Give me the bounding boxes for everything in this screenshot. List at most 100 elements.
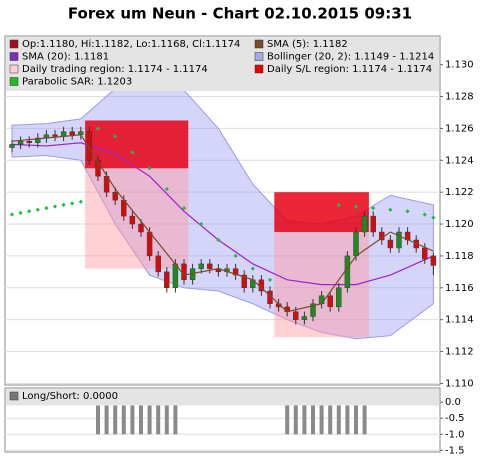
candle-body: [129, 215, 136, 225]
sar-dot: [70, 201, 75, 206]
sar-dot: [250, 266, 255, 271]
candle-body: [86, 131, 93, 161]
candle-body: [353, 231, 359, 257]
sar-dot: [18, 210, 23, 216]
y-tick-label: 1.112: [445, 347, 474, 358]
sar-dot: [199, 221, 204, 227]
bar: [345, 402, 350, 435]
legend-label: Bollinger (20, 2): 1.1149 - 1.1214: [267, 52, 434, 63]
y-tick-label: 1.126: [445, 123, 474, 134]
sl-region: [274, 192, 369, 233]
legend-swatch: [254, 52, 264, 61]
candle-body: [207, 263, 213, 269]
candle-body: [26, 140, 32, 143]
bar: [336, 402, 341, 435]
y-tick-label: 1.120: [445, 219, 474, 230]
bar: [139, 402, 143, 435]
legend-label: Daily trading region: 1.1174 - 1.1174: [22, 64, 208, 75]
candle-body: [112, 191, 118, 201]
legend-swatch: [254, 39, 264, 49]
candle-body: [17, 140, 24, 145]
candle-body: [310, 303, 316, 317]
sma5-line: [11, 134, 434, 313]
sar-dot: [61, 202, 66, 208]
bar: [311, 402, 315, 435]
candle-body: [95, 160, 101, 177]
sar-dot: [27, 209, 32, 214]
sar-dot: [336, 202, 341, 208]
sar-dot: [130, 150, 135, 155]
candle-body: [241, 274, 247, 288]
y-tick-label: 1.116: [445, 283, 474, 294]
sar-dot: [35, 207, 40, 212]
candle-body: [52, 134, 58, 137]
candle-body: [370, 215, 376, 233]
bar: [293, 402, 298, 435]
candle-body: [336, 287, 342, 308]
candle-body: [422, 247, 428, 260]
sar-dot: [78, 199, 83, 204]
bar: [354, 402, 358, 435]
bar: [285, 402, 290, 435]
legend-label: SMA (20): 1.1181: [22, 52, 109, 63]
y-tick-label: -0.5: [445, 413, 465, 424]
bar: [156, 402, 161, 435]
candle-body: [327, 295, 333, 308]
candle-body: [387, 239, 394, 249]
sar-dot: [431, 215, 436, 220]
bar: [164, 402, 169, 435]
y-tick-label: -1.5: [445, 445, 465, 456]
legend-label: Parabolic SAR: 1.1203: [22, 77, 132, 88]
sar-dot: [371, 205, 376, 211]
sar-dot: [147, 166, 152, 171]
bar: [302, 402, 307, 435]
legend-swatch: [9, 391, 19, 401]
sar-dot: [405, 209, 410, 214]
y-tick-label: 1.130: [445, 60, 474, 71]
bar: [147, 402, 152, 435]
y-tick-label: 1.124: [445, 155, 474, 166]
sar-dot: [52, 204, 58, 209]
legend-swatch: [9, 39, 19, 49]
candle-body: [172, 263, 179, 288]
sar-dot: [233, 253, 238, 259]
y-tick-label: 1.114: [445, 315, 474, 326]
legend-swatch: [9, 52, 19, 61]
candle-body: [301, 316, 308, 320]
legend-swatch: [9, 64, 19, 74]
bar: [328, 402, 333, 435]
y-tick-label: -1.0: [445, 429, 465, 440]
y-tick-label: 1.122: [445, 187, 474, 198]
candle-body: [232, 268, 239, 276]
candle-body: [344, 255, 351, 288]
legend-label: Long/Short: 0.0000: [22, 391, 118, 402]
sar-dot: [422, 212, 427, 217]
bar: [113, 402, 118, 435]
sar-dot: [9, 212, 15, 217]
candle-body: [138, 223, 144, 233]
candle-body: [430, 255, 437, 266]
sar-dot: [267, 277, 273, 282]
legend-label: Daily S/L region: 1.1174 - 1.1174: [267, 64, 432, 75]
bar: [96, 402, 100, 435]
legend-label: Op:1.1180, Hi:1.1182, Lo:1.1168, Cl:1.11…: [22, 39, 240, 50]
legend-box: [6, 37, 439, 91]
sar-dot: [216, 237, 221, 243]
y-tick-label: 0.0: [445, 397, 461, 408]
candle-body: [396, 231, 402, 249]
sar-dot: [388, 207, 393, 212]
bar: [362, 402, 367, 435]
candle-body: [155, 255, 161, 273]
sar-dot: [113, 134, 118, 139]
bar: [104, 402, 109, 435]
chart-title: Forex um Neun - Chart 02.10.2015 09:31: [68, 5, 412, 23]
y-tick-label: 1.118: [445, 251, 474, 262]
candle-body: [181, 263, 187, 281]
bar: [173, 402, 178, 435]
candle-body: [198, 263, 204, 269]
candle-body: [35, 137, 41, 143]
sar-dot: [181, 205, 187, 211]
candle-body: [293, 311, 299, 320]
bar: [319, 402, 324, 435]
